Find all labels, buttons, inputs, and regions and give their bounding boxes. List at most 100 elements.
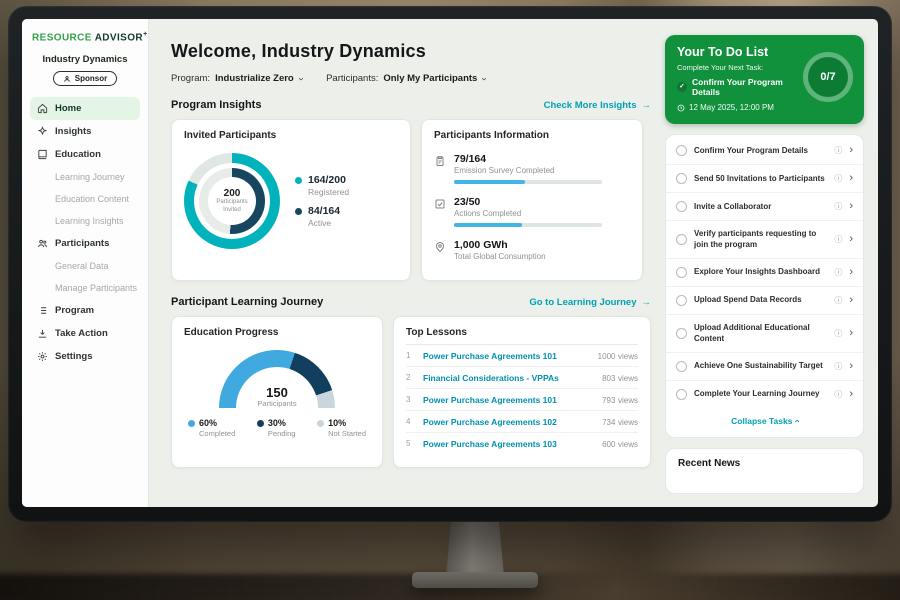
info-icon[interactable]: ⓘ [834,361,843,371]
brand-secondary: ADVISOR [94,32,144,44]
info-icon[interactable]: ⓘ [834,389,843,399]
sidebar-item-home[interactable]: Home [30,97,140,121]
task-checkbox[interactable] [676,173,687,185]
insights-cards: Invited Participants 200 Participants In… [171,119,651,281]
sidebar-item-label: Learning Insights [55,216,124,227]
not-started-dot [317,419,325,427]
education-gauge-wrap: 150 Participants [219,350,335,408]
sidebar-item-education-content[interactable]: Education Content [30,188,140,210]
info-icon[interactable]: ⓘ [834,174,843,184]
screen: RESOURCE ADVISOR+ Industry Dynamics Spon… [22,19,878,507]
sidebar-item-label: Education Content [55,194,130,205]
monitor-bezel: RESOURCE ADVISOR+ Industry Dynamics Spon… [8,6,892,522]
invited-donut-outer: 200 Participants Invited [184,153,280,249]
task-checkbox[interactable] [676,388,687,400]
collapse-tasks-link[interactable]: Collapse Tasks › [731,415,802,426]
sidebar: RESOURCE ADVISOR+ Industry Dynamics Spon… [22,19,149,507]
task-checkbox[interactable] [676,234,687,246]
sidebar-item-education[interactable]: Education [30,143,140,166]
monitor-stand-base [412,572,538,588]
active-dot [295,207,302,215]
lesson-link[interactable]: Financial Considerations - VPPAs [423,372,559,383]
info-icon[interactable]: ⓘ [834,202,843,212]
sidebar-item-label: Settings [55,351,93,363]
next-task-due: 12 May 2025, 12:00 PM [677,103,852,112]
invited-participants-card: Invited Participants 200 Participants In… [171,119,411,281]
gauge-value: 150 [266,385,288,400]
link-label: Check More Insights [543,99,637,111]
sidebar-item-participants[interactable]: Participants [30,232,140,255]
participants-select[interactable]: Participants: Only My Participants › [326,73,490,84]
filter-bar: Program: Industrialize Zero › Participan… [171,73,651,84]
person-icon [64,75,70,82]
invited-donut-inner: 200 Participants Invited [199,168,265,234]
task-checkbox[interactable] [676,295,687,307]
lesson-link[interactable]: Power Purchase Agreements 101 [423,350,557,361]
sidebar-item-label: Program [55,305,95,317]
invited-legend: 164/200 Registered 84/164 Active [295,166,349,236]
participants-value: Only My Participants [383,73,478,84]
task-row-achieve-target[interactable]: Achieve One Sustainability Target ⓘ › [666,353,863,381]
task-checkbox[interactable] [676,360,687,372]
task-checkbox[interactable] [676,267,687,279]
lesson-row: 1 Power Purchase Agreements 101 1000 vie… [406,345,638,367]
todo-progress-ring: 0/7 [803,52,853,102]
sponsor-badge[interactable]: Sponsor [52,71,118,87]
task-row-confirm-program[interactable]: Confirm Your Program Details ⓘ › [666,137,863,166]
next-task: ✓ Confirm Your Program Details [677,77,809,97]
sidebar-item-insights[interactable]: Insights [30,120,140,143]
info-icon[interactable]: ⓘ [834,235,843,245]
gauge-legend: 60% Completed 30% Pending 10% Not Starte… [184,418,370,438]
legend-pending: 30% Pending [256,418,295,438]
task-checkbox[interactable] [676,145,687,157]
arrow-right-icon: → [641,296,652,308]
sidebar-item-settings[interactable]: Settings [30,345,140,368]
info-icon[interactable]: ⓘ [834,296,843,306]
sidebar-item-learning-insights[interactable]: Learning Insights [30,210,140,232]
check-icon: ✓ [677,82,687,93]
sidebar-item-label: Manage Participants [55,283,138,294]
info-icon[interactable]: ⓘ [834,329,843,339]
section-title: Participant Learning Journey [171,296,324,308]
sidebar-item-label: Learning Journey [55,172,125,183]
go-to-learning-journey-link[interactable]: Go to Learning Journey → [529,297,651,308]
participants-label: Participants: [326,73,379,84]
task-row-send-invitations[interactable]: Send 50 Invitations to Participants ⓘ › [666,165,863,194]
program-select[interactable]: Program: Industrialize Zero › [171,73,306,84]
info-icon[interactable]: ⓘ [834,146,843,156]
users-icon [38,240,47,248]
sidebar-item-general-data[interactable]: General Data [30,255,140,277]
check-more-insights-link[interactable]: Check More Insights → [544,100,651,111]
lesson-row: 3 Power Purchase Agreements 101 793 view… [406,389,638,411]
task-row-upload-spend-data[interactable]: Upload Spend Data Records ⓘ › [666,287,863,316]
lesson-link[interactable]: Power Purchase Agreements 102 [423,416,557,427]
lesson-link[interactable]: Power Purchase Agreements 101 [423,394,557,405]
org-name: Industry Dynamics [42,54,128,66]
legend-active: 84/164 Active [295,205,349,228]
todo-progress: 0/7 [820,71,836,83]
sidebar-item-take-action[interactable]: Take Action [30,322,140,345]
card-title: Participants Information [434,130,550,141]
brand-logo: RESOURCE ADVISOR+ [30,31,147,44]
chevron-right-icon: › [849,327,853,340]
task-row-complete-learning-journey[interactable]: Complete Your Learning Journey ⓘ › [666,381,863,408]
info-icon[interactable]: ⓘ [834,268,843,278]
sidebar-item-manage-participants[interactable]: Manage Participants [30,277,140,299]
task-row-invite-collaborator[interactable]: Invite a Collaborator ⓘ › [666,193,863,222]
lesson-link[interactable]: Power Purchase Agreements 103 [423,438,557,449]
brand-primary: RESOURCE [32,32,92,44]
brand-sup: + [143,31,148,38]
sidebar-item-program[interactable]: Program [30,299,140,322]
actions-completed-row: 23/50 Actions Completed [434,196,630,227]
sidebar-item-learning-journey[interactable]: Learning Journey [30,166,140,188]
registered-dot [295,176,302,184]
task-checkbox[interactable] [676,328,687,340]
pending-dot [256,419,264,427]
task-row-verify-participants[interactable]: Verify participants requesting to join t… [666,221,863,260]
task-row-upload-educational-content[interactable]: Upload Additional Educational Content ⓘ … [666,315,863,353]
monitor-stand-neck [446,520,504,576]
education-progress-card: Education Progress 150 Participants 60% … [171,316,383,468]
task-row-explore-insights[interactable]: Explore Your Insights Dashboard ⓘ › [666,259,863,288]
program-label: Program: [171,73,211,84]
task-checkbox[interactable] [676,201,687,213]
